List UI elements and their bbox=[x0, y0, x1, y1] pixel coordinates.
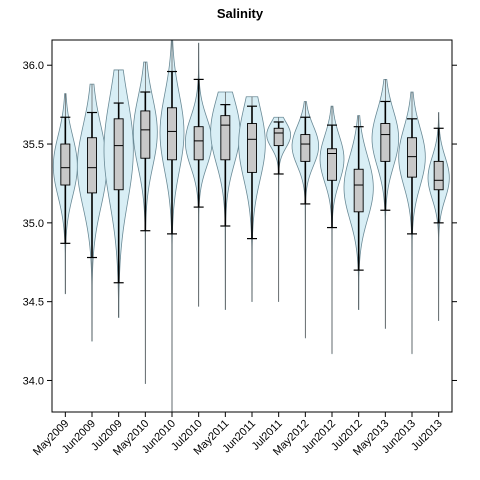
box-Jul2013 bbox=[433, 160, 444, 191]
box-Jul2010 bbox=[193, 126, 204, 161]
box-Jun2013 bbox=[407, 137, 417, 178]
box-May2011 bbox=[220, 115, 231, 161]
box-May2013 bbox=[380, 123, 391, 162]
box-Jun2011 bbox=[247, 123, 257, 173]
box-Jul2009 bbox=[113, 118, 124, 191]
y-tick-label: 34.0 bbox=[23, 375, 44, 387]
y-tick-label: 35.5 bbox=[23, 139, 44, 151]
box-Jun2010 bbox=[167, 107, 177, 161]
y-tick-label: 34.5 bbox=[23, 297, 44, 309]
box-Jul2011 bbox=[273, 127, 284, 147]
box-Jul2012 bbox=[353, 168, 364, 213]
chart-title: Salinity bbox=[217, 6, 264, 21]
box-May2010 bbox=[140, 110, 151, 159]
box-layer bbox=[60, 70, 444, 284]
box-Jun2009 bbox=[87, 137, 97, 194]
box-May2009 bbox=[60, 143, 71, 186]
y-tick-label: 35.0 bbox=[23, 218, 44, 230]
y-tick-label: 36.0 bbox=[23, 60, 44, 72]
box-Jun2012 bbox=[327, 148, 337, 181]
box-May2012 bbox=[300, 134, 311, 162]
